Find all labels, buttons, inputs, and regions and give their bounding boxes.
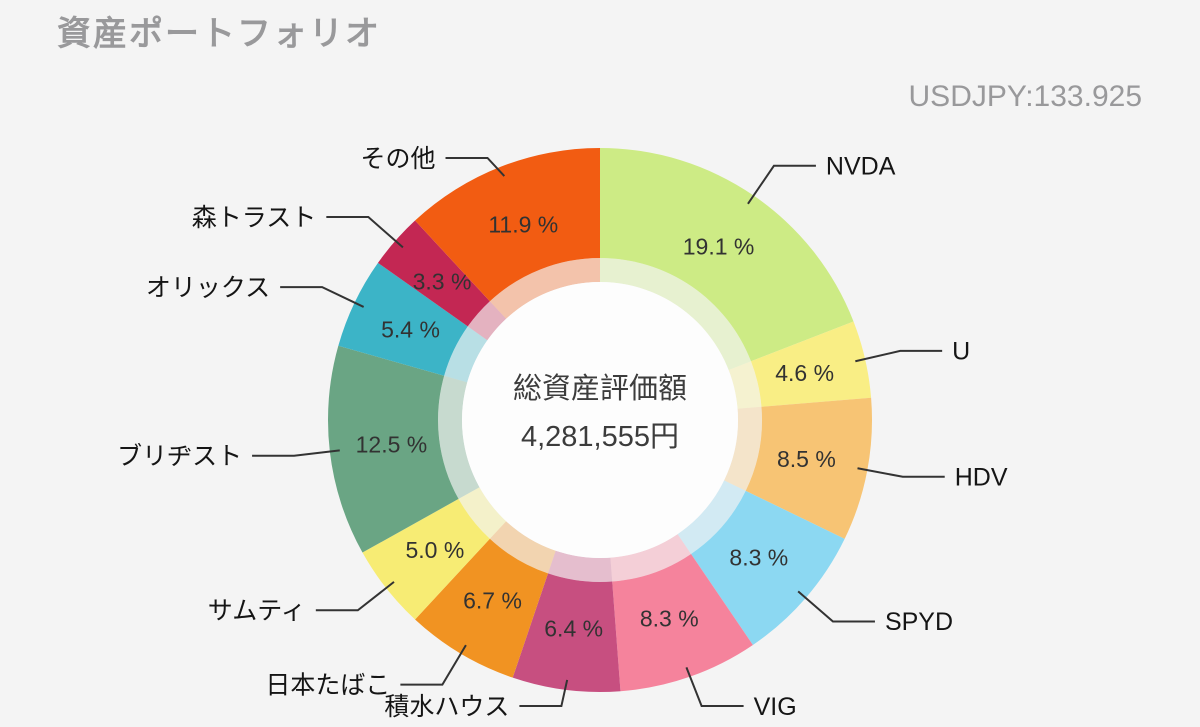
pie-segment-4[interactable] xyxy=(612,553,753,692)
segment-label-0: NVDA xyxy=(826,153,896,181)
percent-label-11: 11.9 % xyxy=(488,212,558,238)
pie-segment-10[interactable] xyxy=(377,220,490,327)
donut-center xyxy=(462,282,738,558)
percent-label-3: 8.3 % xyxy=(729,544,788,570)
leader-line-2 xyxy=(857,467,945,478)
pie-segment-9[interactable] xyxy=(338,262,468,376)
pie-segment-0[interactable] xyxy=(600,148,854,362)
pie-segment-inner-band-8 xyxy=(438,375,480,499)
percent-label-6: 6.7 % xyxy=(463,587,522,613)
segment-label-5: 積水ハウス xyxy=(384,693,509,721)
leader-line-1 xyxy=(855,349,943,363)
pie-segment-11[interactable] xyxy=(415,148,600,302)
exchange-rate-label: USDJPY:133.925 xyxy=(908,80,1142,113)
segment-label-4: VIG xyxy=(754,693,797,721)
percent-label-5: 6.4 % xyxy=(544,615,603,641)
percent-label-8: 12.5 % xyxy=(356,431,428,457)
leader-line-7 xyxy=(315,581,395,612)
page-title: 資産ポートフォリオ xyxy=(57,15,381,53)
leader-line-8 xyxy=(252,449,340,457)
pie-segment-2[interactable] xyxy=(745,397,872,539)
segment-label-2: HDV xyxy=(955,464,1008,492)
pie-segment-inner-band-1 xyxy=(728,361,762,409)
pie-segment-inner-band-4 xyxy=(610,534,692,582)
pie-segment-7[interactable] xyxy=(362,498,490,620)
percent-label-9: 5.4 % xyxy=(381,316,440,342)
leader-line-5 xyxy=(519,679,569,707)
leader-line-3 xyxy=(797,590,875,623)
percent-label-0: 19.1 % xyxy=(683,234,755,260)
pie-segment-inner-band-2 xyxy=(724,406,763,491)
percent-label-2: 8.5 % xyxy=(777,446,836,472)
leader-line-10 xyxy=(326,216,404,249)
segment-label-10: 森トラスト xyxy=(192,204,317,232)
segment-label-3: SPYD xyxy=(885,608,953,636)
total-assets-value: 4,281,555円 xyxy=(521,421,679,453)
pie-segment-5[interactable] xyxy=(512,573,621,692)
pie-segment-6[interactable] xyxy=(415,538,549,678)
leader-line-9 xyxy=(280,286,365,308)
percent-label-1: 4.6 % xyxy=(775,360,834,386)
pie-segment-inner-band-11 xyxy=(489,258,600,319)
pie-segment-inner-band-0 xyxy=(600,258,751,371)
segment-label-9: オリックス xyxy=(146,274,270,302)
pie-segment-inner-band-10 xyxy=(467,301,507,341)
leader-line-0 xyxy=(747,164,816,205)
leader-line-4 xyxy=(685,666,744,707)
segment-label-1: U xyxy=(952,338,970,366)
pie-segment-inner-band-6 xyxy=(489,521,556,574)
total-assets-label: 総資産評価額 xyxy=(513,372,687,405)
pie-segment-8[interactable] xyxy=(328,345,459,553)
pie-segment-inner-band-9 xyxy=(444,326,488,383)
leader-line-6 xyxy=(400,644,467,686)
segment-label-11: その他 xyxy=(361,145,436,173)
pie-segment-inner-band-5 xyxy=(548,550,613,582)
segment-label-7: サムティ xyxy=(208,597,306,625)
pie-segment-1[interactable] xyxy=(750,321,872,407)
pie-segment-3[interactable] xyxy=(691,490,845,645)
percent-label-10: 3.3 % xyxy=(413,269,472,295)
segment-label-8: ブリヂスト xyxy=(117,442,242,470)
percent-label-7: 5.0 % xyxy=(405,537,464,563)
leader-line-11 xyxy=(445,157,506,177)
percent-label-4: 8.3 % xyxy=(640,605,699,631)
pie-segment-inner-band-7 xyxy=(458,487,507,539)
segment-label-6: 日本たばこ xyxy=(265,671,390,699)
pie-segment-inner-band-3 xyxy=(677,480,746,554)
